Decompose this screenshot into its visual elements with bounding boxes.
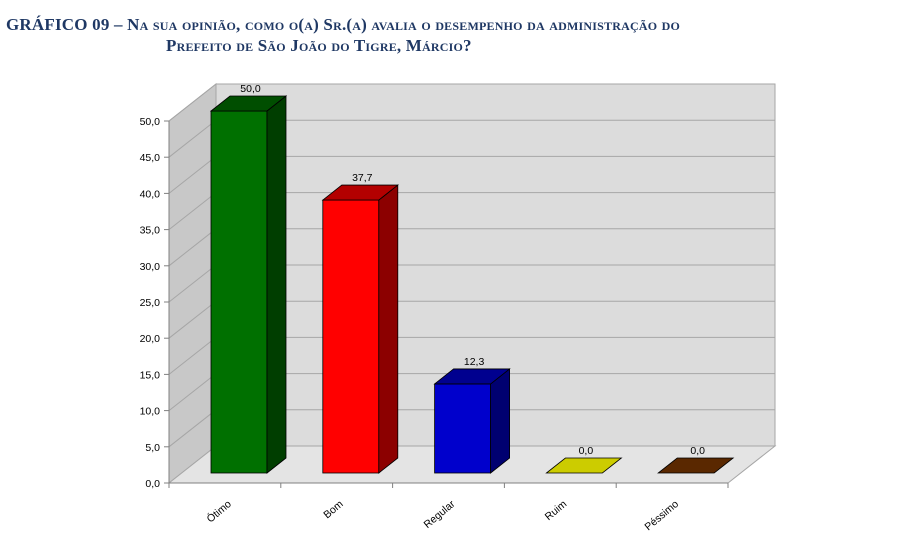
data-label: 37,7 — [352, 172, 373, 184]
data-label: 0,0 — [690, 445, 705, 457]
y-tick-label: 0,0 — [145, 478, 160, 490]
bar-top — [433, 368, 511, 385]
y-tick-label: 10,0 — [140, 406, 161, 418]
bar-top — [321, 184, 399, 201]
y-tick-label: 20,0 — [140, 333, 161, 345]
y-tick-label: 45,0 — [140, 152, 161, 164]
x-tick-label: Regular — [422, 498, 458, 531]
bar-front — [434, 383, 492, 474]
bar-side — [378, 184, 399, 474]
y-tick-label: 40,0 — [140, 188, 161, 200]
x-tick-label: Bom — [321, 498, 345, 521]
x-tick-label: Ótimo — [204, 497, 234, 525]
data-label: 50,0 — [240, 83, 261, 95]
chart-title-line-1: GRÁFICO 09 – Na sua opinião, como o(a) S… — [6, 15, 681, 34]
x-tick-label: Péssimo — [642, 498, 681, 533]
bar-front — [322, 199, 380, 474]
bar-top — [545, 457, 623, 474]
bar-side — [490, 368, 511, 474]
y-tick-label: 30,0 — [140, 261, 161, 273]
y-tick-label: 15,0 — [140, 369, 161, 381]
bar-top — [209, 95, 288, 112]
y-tick-label: 35,0 — [140, 225, 161, 237]
gridline — [168, 83, 775, 122]
bar-top — [657, 457, 735, 474]
y-tick-label: 5,0 — [145, 442, 160, 454]
y-tick-label: 50,0 — [140, 116, 161, 128]
chart-title-line-2: Prefeito de São João do Tigre, Márcio? — [166, 36, 472, 55]
data-label: 12,3 — [464, 356, 485, 368]
x-tick-label: Ruim — [543, 498, 570, 523]
data-label: 0,0 — [579, 445, 594, 457]
y-tick-label: 25,0 — [140, 297, 161, 309]
bar-side — [266, 95, 287, 474]
bar-front — [210, 110, 268, 474]
